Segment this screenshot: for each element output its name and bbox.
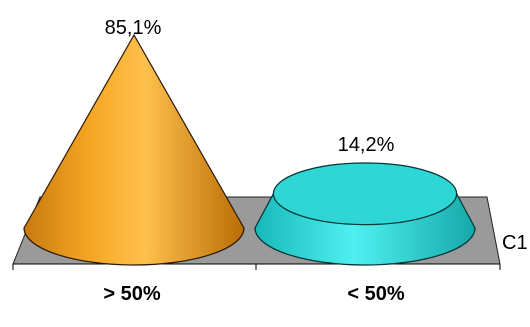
category-label-1: > 50%	[103, 283, 160, 305]
bar-cone-2	[254, 162, 476, 266]
data-label-2: 14,2%	[338, 134, 395, 156]
category-label-2: < 50%	[347, 283, 404, 305]
bar-cone-1	[23, 33, 245, 266]
cone-body	[23, 33, 245, 266]
data-label-1: 85,1%	[105, 17, 162, 39]
frustum-top	[272, 162, 458, 226]
series-label: C1	[502, 232, 528, 254]
